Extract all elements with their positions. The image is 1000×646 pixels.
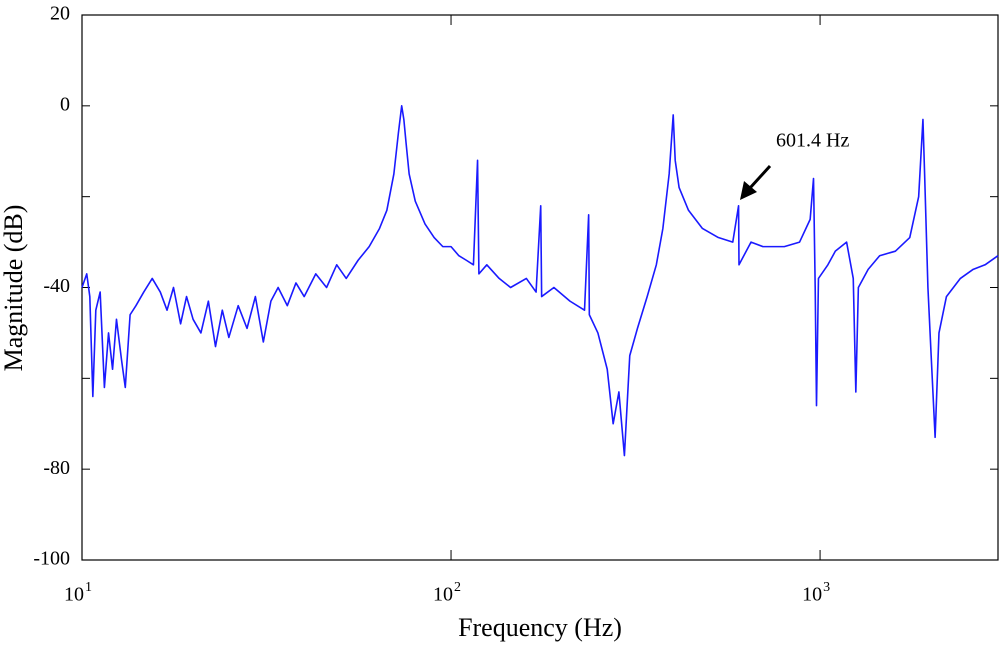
- data-line: [81, 105, 999, 457]
- plot-frame: [81, 14, 999, 561]
- x-tick-label: 10 3: [802, 580, 830, 605]
- y-axis-title: Magnitude (dB): [0, 205, 28, 372]
- y-tick-label: 20: [50, 3, 70, 25]
- x-tick-base: 10: [64, 584, 84, 606]
- y-tick-label: -80: [43, 457, 70, 479]
- x-tick-label: 10 1: [64, 580, 92, 605]
- x-tick-exponent: 3: [823, 580, 830, 595]
- y-tick-label: -100: [33, 548, 70, 570]
- x-tick-base: 10: [802, 584, 822, 606]
- x-tick-exponent: 1: [85, 580, 92, 595]
- x-axis-title: Frequency (Hz): [458, 613, 622, 642]
- annotation: 601.4 Hz: [776, 130, 849, 152]
- y-tick-label: 0: [60, 93, 70, 115]
- x-tick-exponent: 2: [454, 580, 461, 595]
- y-tick-label: -40: [43, 275, 70, 297]
- x-tick-base: 10: [433, 584, 453, 606]
- annotation-arrow: [740, 164, 772, 200]
- x-tick-label: 10 2: [433, 580, 461, 605]
